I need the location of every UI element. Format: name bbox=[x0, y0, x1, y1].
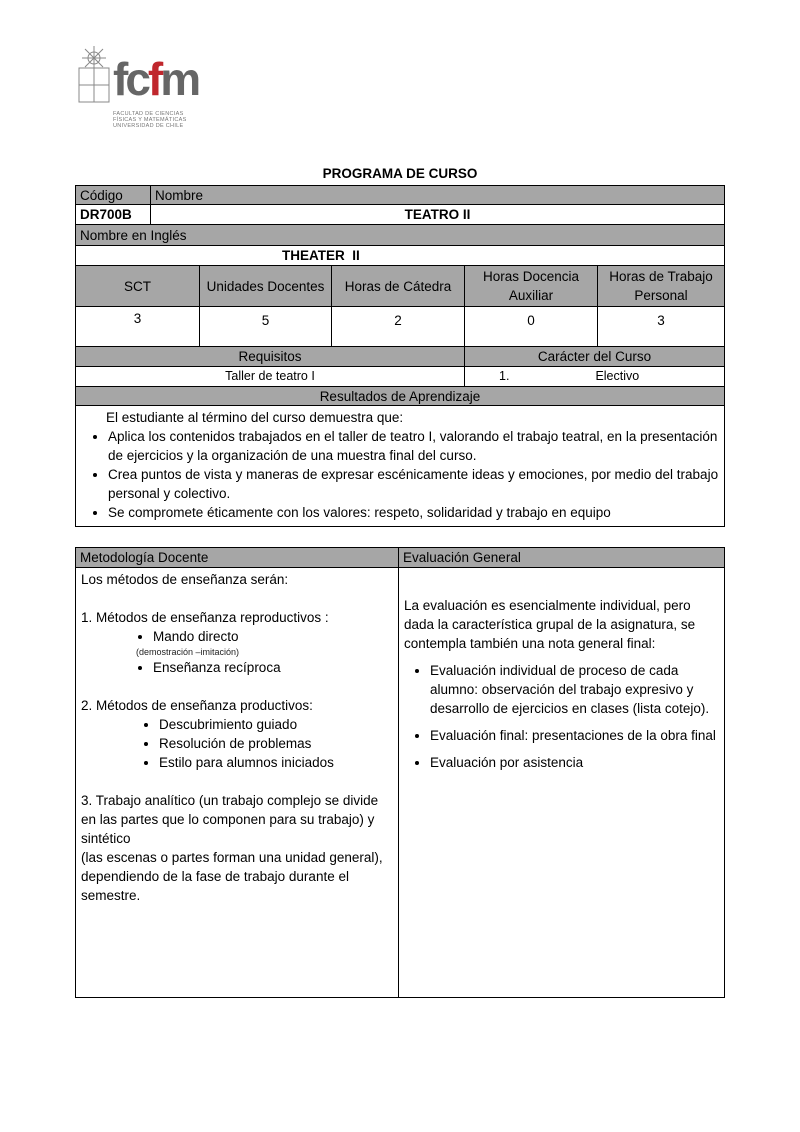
list-item: Se compromete éticamente con los valores… bbox=[108, 503, 720, 522]
hours-header: Horas de Cátedra bbox=[331, 265, 465, 307]
list-item: Crea puntos de vista y maneras de expres… bbox=[108, 465, 720, 503]
ingles-value: THEATER II bbox=[75, 245, 725, 266]
metodologia-section: 3. Trabajo analítico (un trabajo complej… bbox=[81, 793, 379, 846]
hours-header: Unidades Docentes bbox=[199, 265, 332, 307]
codigo-value: DR700B bbox=[75, 204, 151, 225]
page-title: PROGRAMA DE CURSO bbox=[322, 166, 478, 181]
caracter-label: Carácter del Curso bbox=[464, 346, 725, 367]
nombre-value: TEATRO II bbox=[150, 204, 725, 225]
list-item: Mando directo bbox=[153, 627, 393, 646]
hours-header: SCT bbox=[75, 265, 200, 307]
evaluacion-intro: La evaluación es esencialmente individua… bbox=[404, 598, 696, 651]
list-item: Evaluación final: presentaciones de la o… bbox=[430, 726, 719, 745]
caracter-number: 1. bbox=[499, 369, 510, 383]
hours-value: 2 bbox=[331, 306, 465, 347]
list-item: Aplica los contenidos trabajados en el t… bbox=[108, 427, 720, 465]
evaluacion-label: Evaluación General bbox=[398, 547, 725, 568]
list-item: Estilo para alumnos iniciados bbox=[159, 753, 393, 772]
metodologia-section: (las escenas o partes forman una unidad … bbox=[81, 850, 383, 903]
hours-value: 5 bbox=[199, 306, 332, 347]
list-item: Resolución de problemas bbox=[159, 734, 393, 753]
hours-value: 3 bbox=[597, 306, 725, 347]
resultados-intro: El estudiante al término del curso demue… bbox=[106, 410, 404, 425]
list-item: Evaluación individual de proceso de cada… bbox=[430, 661, 719, 718]
hours-header: Horas de Trabajo Personal bbox=[597, 265, 725, 307]
hours-value: 3 bbox=[75, 306, 200, 347]
evaluacion-body: La evaluación es esencialmente individua… bbox=[398, 567, 725, 998]
ingles-label: Nombre en Inglés bbox=[75, 224, 725, 246]
resultados-label: Resultados de Aprendizaje bbox=[75, 386, 725, 406]
metodologia-intro: Los métodos de enseñanza serán: bbox=[81, 572, 289, 587]
nombre-label: Nombre bbox=[150, 185, 725, 205]
metodologia-body: Los métodos de enseñanza serán: 1. Métod… bbox=[75, 567, 399, 998]
logo-subtitle: FACULTAD DE CIENCIAS FÍSICAS Y MATEMÁTICA… bbox=[113, 111, 187, 129]
metodologia-label: Metodología Docente bbox=[75, 547, 399, 568]
list-item: Enseñanza recíproca bbox=[153, 658, 393, 677]
list-item: Evaluación por asistencia bbox=[430, 753, 719, 772]
metodologia-section: 2. Métodos de enseñanza productivos: bbox=[81, 698, 313, 713]
metodologia-section: 1. Métodos de enseñanza reproductivos : bbox=[81, 610, 329, 625]
requisitos-label: Requisitos bbox=[75, 346, 465, 367]
resultados-body: El estudiante al término del curso demue… bbox=[75, 405, 725, 527]
fcfm-logo: fcfm bbox=[76, 44, 201, 130]
university-seal-icon bbox=[78, 46, 110, 103]
caracter-value: 1. Electivo bbox=[464, 366, 725, 387]
hours-header: Horas Docencia Auxiliar bbox=[464, 265, 598, 307]
codigo-label: Código bbox=[75, 185, 151, 205]
hours-value: 0 bbox=[464, 306, 598, 347]
requisitos-value: Taller de teatro I bbox=[75, 366, 465, 387]
list-item: Descubrimiento guiado bbox=[159, 715, 393, 734]
caracter-text: Electivo bbox=[595, 369, 640, 383]
metodologia-note: (demostración –imitación) bbox=[136, 647, 240, 657]
